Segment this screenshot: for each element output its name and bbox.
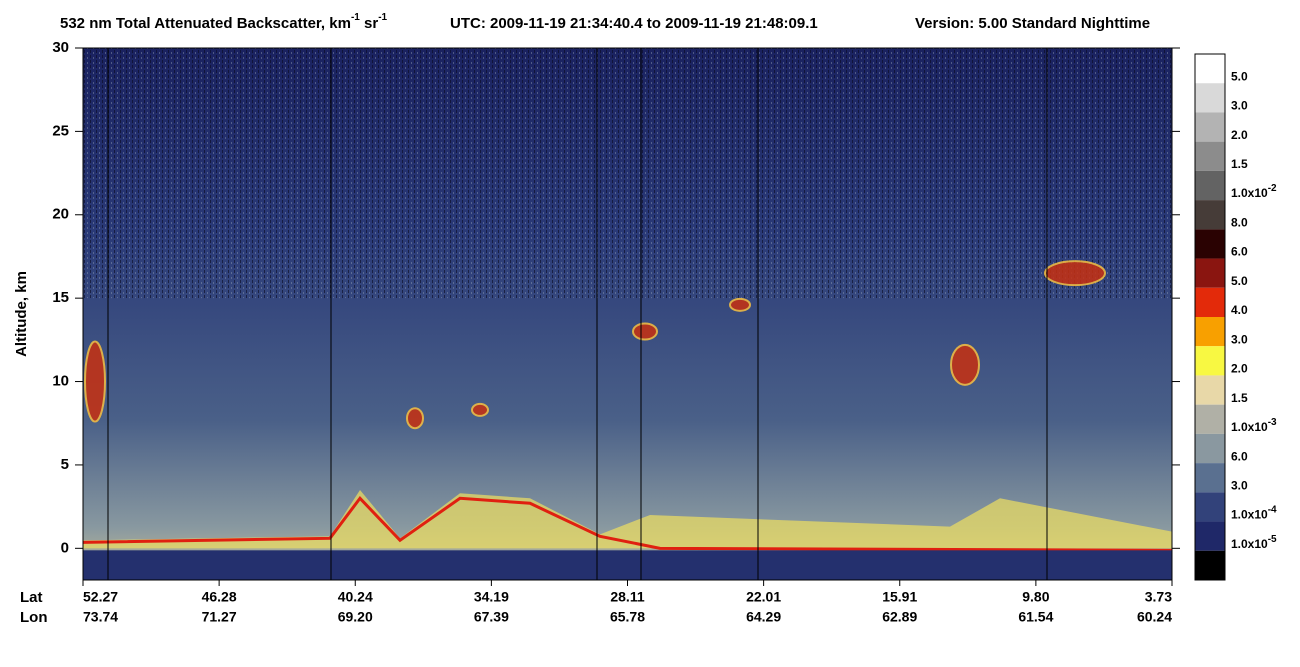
cloud [84,340,106,423]
colorbar-bin [1195,375,1225,405]
colorbar-bin [1195,141,1225,171]
y-tick-label: 5 [61,456,69,473]
colorbar-label: 2.0 [1231,128,1248,142]
colorbar-bin [1195,317,1225,347]
colorbar-label: 5.0 [1231,69,1248,83]
x-tick-label-lat: 46.28 [202,589,237,605]
cloud [406,407,424,430]
cloud [471,402,489,417]
cloud [632,322,658,341]
title-version: Version: 5.00 Standard Nighttime [915,15,1150,32]
colorbar-label: 1.0x10-2 [1231,183,1277,201]
colorbar-label: 8.0 [1231,216,1248,230]
title-utc: UTC: 2009-11-19 21:34:40.4 to 2009-11-19… [450,15,818,32]
y-tick-label: 25 [52,122,69,139]
x-tick-label-lat: 3.73 [1145,589,1172,605]
colorbar-frame [1194,53,1226,581]
colorbar-bin [1195,346,1225,376]
colorbar-label: 4.0 [1231,303,1248,317]
chart-title: 532 nm Total Attenuated Backscatter, km-… [60,8,1150,32]
cloud [729,297,751,312]
x-tick-label-lat: 9.80 [1022,589,1049,605]
colorbar-bin [1195,521,1225,551]
subsurface [83,550,1172,580]
colorbar-bin [1195,404,1225,434]
colorbar-bin [1195,463,1225,493]
x-tick-label-lon: 67.39 [474,609,509,625]
x-row-label: Lon [20,609,48,626]
colorbar-label: 3.0 [1231,479,1248,493]
y-tick-label: 20 [52,206,69,223]
colorbar-label: 5.0 [1231,274,1248,288]
title-product: 532 nm Total Attenuated Backscatter, km [60,15,351,32]
colorbar-label: 6.0 [1231,449,1248,463]
x-tick-label-lat: 15.91 [882,589,917,605]
x-tick-label-lon: 65.78 [610,609,645,625]
x-tick-label-lon: 60.24 [1137,609,1172,625]
colorbar-label-exp: -2 [1268,183,1277,194]
colorbar-bin [1195,550,1225,580]
title-exponent: -1 [351,12,360,23]
surface [82,495,1173,552]
colorbar-label: 2.0 [1231,362,1248,376]
colorbar-bin [1195,200,1225,230]
cloud [950,343,980,386]
x-tick-label-lon: 73.74 [83,609,118,625]
x-tick-label-lon: 69.20 [338,609,373,625]
x-tick-label-lon: 71.27 [202,609,237,625]
colorbar-label-exp: -3 [1268,417,1277,428]
colorbar-label: 1.5 [1231,157,1248,171]
colorbar-bin [1195,170,1225,201]
colorbar-label: 3.0 [1231,332,1248,346]
x-tick-label-lat: 34.19 [474,589,509,605]
y-tick-label: 0 [61,539,69,556]
cloud [1044,260,1106,287]
colorbar-bin [1195,112,1225,142]
colorbar-label-base: 1.0x10 [1231,537,1268,551]
title-unit: sr [360,15,379,32]
colorbar-label: 1.0x10-4 [1231,504,1277,522]
y-tick-label: 15 [52,289,69,306]
x-tick-label-lon: 61.54 [1018,609,1053,625]
y-axis-label: Altitude, km [13,271,30,357]
x-tick-label-lat: 22.01 [746,589,781,605]
colorbar-label: 1.5 [1231,391,1248,405]
colorbar-bin [1195,492,1225,522]
x-row-label: Lat [20,589,43,606]
colorbar-label-exp: -5 [1268,533,1277,544]
x-tick-label-lat: 28.11 [610,589,644,605]
x-tick-label-lon: 64.29 [746,609,781,625]
colorbar-bin [1195,287,1225,317]
colorbar-label-base: 1.0x10 [1231,420,1268,434]
colorbar-label-exp: -4 [1268,504,1277,515]
colorbar-bin [1195,258,1225,288]
colorbar-label: 1.0x10-3 [1231,417,1277,435]
x-tick-label-lat: 52.27 [83,589,118,605]
colorbar-bin [1195,83,1225,113]
x-tick-label-lat: 40.24 [338,589,373,605]
colorbar-label: 3.0 [1231,99,1248,113]
colorbar-bin [1195,54,1225,84]
colorbar-label-base: 1.0x10 [1231,508,1268,522]
colorbar-label-base: 1.0x10 [1231,186,1268,200]
title-exponent: -1 [378,12,387,23]
y-tick-label: 10 [52,373,69,390]
y-tick-label: 30 [52,39,69,56]
colorbar-label: 1.0x10-5 [1231,533,1277,551]
colorbar-label: 6.0 [1231,245,1248,259]
curtain-noise [83,48,1172,299]
colorbar-bin [1195,433,1225,464]
colorbar-bin [1195,229,1225,259]
x-tick-label-lon: 62.89 [882,609,917,625]
